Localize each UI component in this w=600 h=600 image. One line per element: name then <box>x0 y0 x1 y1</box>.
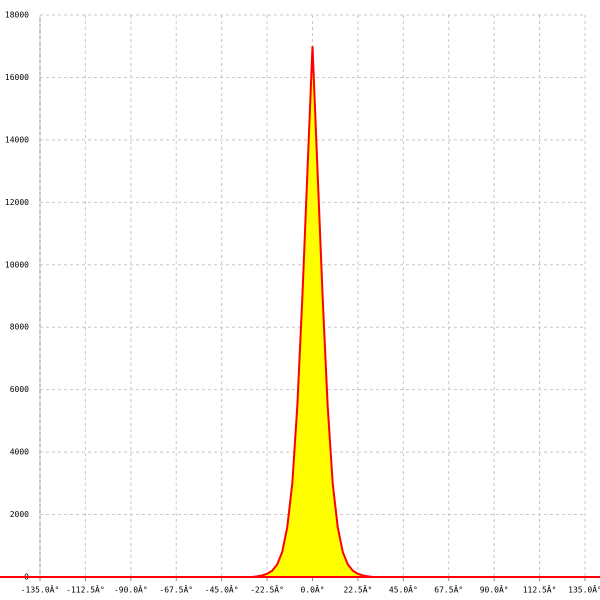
x-tick-label: -22.5Â° <box>250 584 284 595</box>
y-tick-label: 6000 <box>10 385 29 394</box>
x-tick-label: 22.5Â° <box>343 584 372 595</box>
x-tick-label: -45.0Â° <box>205 584 239 595</box>
y-tick-label: 14000 <box>5 135 29 144</box>
line <box>40 46 585 578</box>
y-tick-label: 12000 <box>5 198 29 207</box>
x-tick-label: -90.0Â° <box>114 584 148 595</box>
y-tick-label: 8000 <box>10 323 29 332</box>
y-tick-label: 4000 <box>10 448 29 457</box>
x-tick-label: 112.5Â° <box>523 584 557 595</box>
x-tick-label: -135.0Â° <box>21 584 60 595</box>
x-tick-label: 135.0Â° <box>568 584 600 595</box>
y-tick-label: 10000 <box>5 260 29 269</box>
x-tick-label: 0.0Â° <box>300 584 324 595</box>
y-tick-label: 16000 <box>5 73 29 82</box>
y-tick-label: 2000 <box>10 510 29 519</box>
y-tick-label: 18000 <box>5 11 29 20</box>
x-tick-label: 90.0Â° <box>480 584 509 595</box>
x-tick-label: -67.5Â° <box>159 584 193 595</box>
area-fill <box>40 46 585 578</box>
x-tick-label: 67.5Â° <box>434 584 463 595</box>
x-tick-label: 45.0Â° <box>389 584 418 595</box>
x-tick-label: -112.5Â° <box>66 584 105 595</box>
